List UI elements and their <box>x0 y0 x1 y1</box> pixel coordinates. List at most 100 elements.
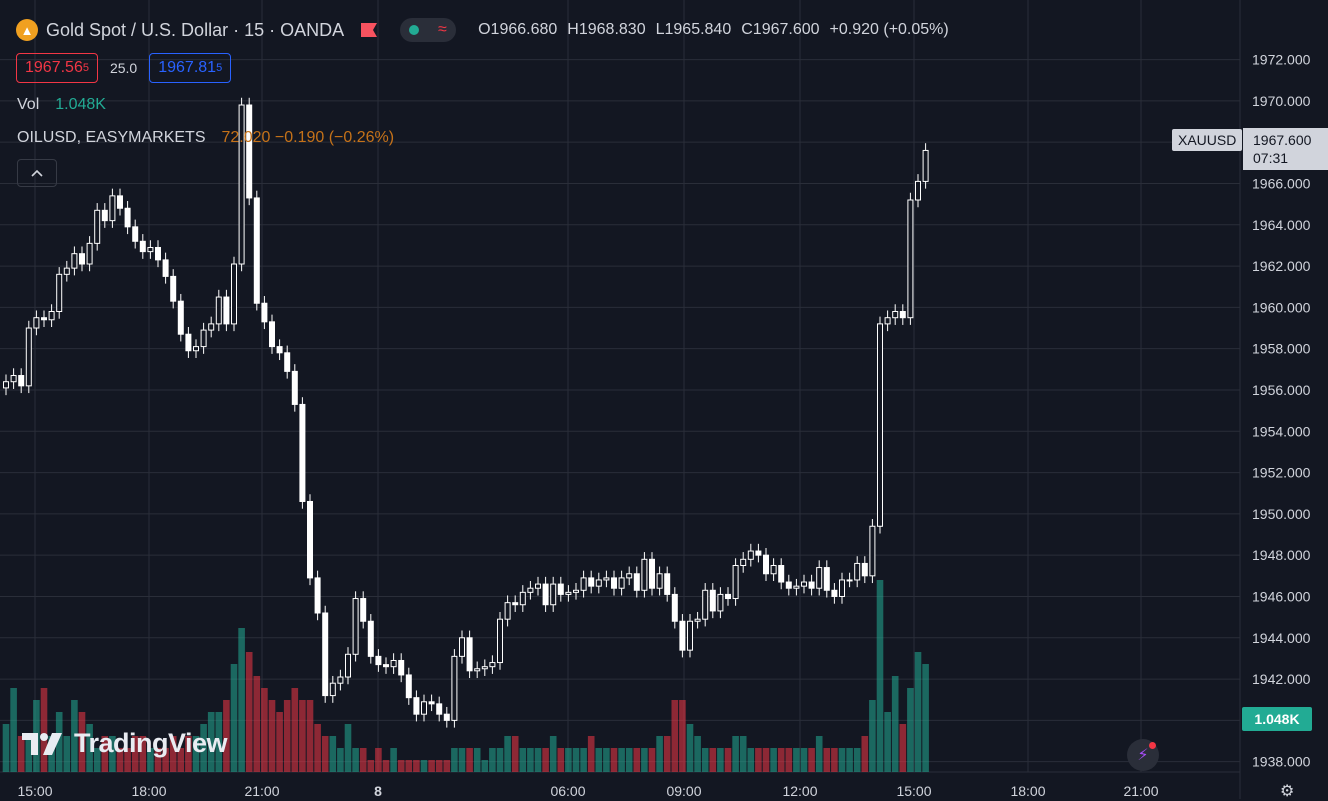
compare-legend[interactable]: OILUSD, EASYMARKETS 72.020 −0.190 (−0.26%… <box>17 129 394 147</box>
candle-body <box>284 352 291 372</box>
candle-body <box>405 674 412 699</box>
volume-bar <box>200 724 207 772</box>
price-tick-label: 1950.000 <box>1252 506 1311 522</box>
candle-body <box>337 676 344 684</box>
candle-body <box>801 581 807 587</box>
volume-bar <box>215 712 223 772</box>
sell-button[interactable]: 1967.56 5 <box>16 53 98 83</box>
candle-body <box>717 593 724 612</box>
market-status[interactable]: ≈ <box>400 18 457 42</box>
candle-body <box>147 246 154 253</box>
time-axis[interactable]: 15:00 18:00 21:00 8 06:00 09:00 12:00 15:00 18:0… <box>17 783 1158 799</box>
candle-body <box>808 581 815 589</box>
volume-bar <box>86 724 93 772</box>
volume-bar <box>656 736 663 772</box>
volume-bar <box>618 748 625 772</box>
volume-bar <box>580 748 587 772</box>
price-tick-label: 1944.000 <box>1252 630 1311 646</box>
volume-bar <box>261 688 268 772</box>
candle-body <box>170 275 177 302</box>
buy-button[interactable]: 1967.81 5 <box>149 53 232 83</box>
volume-bar <box>694 736 701 772</box>
candle-body <box>861 562 868 577</box>
candle-body <box>846 579 853 582</box>
volume-bar <box>71 700 78 772</box>
volume-bar <box>443 760 451 772</box>
volume-bar <box>587 736 595 772</box>
flag-icon[interactable] <box>360 22 378 38</box>
candle-body <box>793 585 800 589</box>
settings-gear-icon[interactable]: ⚙ <box>1280 783 1295 800</box>
price-tick-label: 1972.000 <box>1252 52 1311 68</box>
volume-bar <box>549 736 557 772</box>
volume-bar <box>891 676 899 772</box>
spread-value: 25.0 <box>109 60 138 76</box>
volume-bar <box>230 664 238 772</box>
chevron-up-icon <box>31 169 43 177</box>
buy-price-sup: 5 <box>216 62 223 74</box>
volume-bar <box>853 748 861 772</box>
price-tick-label: 1960.000 <box>1252 299 1311 315</box>
candle-body <box>436 703 443 715</box>
candle-body <box>177 300 184 335</box>
time-tick-label: 09:00 <box>666 783 701 799</box>
candle-body <box>375 655 382 666</box>
candle-body <box>565 591 572 595</box>
candle-body <box>573 589 579 593</box>
candle-body <box>86 242 93 265</box>
candle-body <box>588 577 595 587</box>
candle-body <box>481 666 488 670</box>
lightning-button[interactable]: ⚡ <box>1127 739 1159 771</box>
volume-bar <box>466 748 473 772</box>
candle-body <box>869 525 876 577</box>
candle-body <box>512 602 519 606</box>
candle-body <box>155 246 161 261</box>
candle-body <box>360 598 367 622</box>
symbol-title[interactable]: Gold Spot / U.S. Dollar · 15 · OANDA <box>46 19 345 40</box>
candle-body <box>899 311 906 319</box>
volume-bar <box>800 748 808 772</box>
volume-bar <box>846 748 853 772</box>
volume-bar <box>291 688 299 772</box>
volume-bar <box>268 700 276 772</box>
candle-body <box>740 558 747 566</box>
volume-bar <box>177 748 185 772</box>
volume-bar <box>572 748 580 772</box>
notification-dot-icon <box>1149 742 1156 749</box>
volume-legend[interactable]: Vol 1.048K <box>17 96 106 114</box>
volume-bar <box>777 748 785 772</box>
candle-body <box>200 329 207 348</box>
volume-bar <box>899 724 907 772</box>
price-axis[interactable]: 1972.0001970.0001968.0001966.0001964.000… <box>1252 52 1311 770</box>
candle-body <box>79 253 85 265</box>
symbol-legend[interactable]: ▲ Gold Spot / U.S. Dollar · 15 · OANDA ≈… <box>16 18 949 42</box>
price-tick-label: 1956.000 <box>1252 382 1311 398</box>
volume-bar <box>223 700 230 772</box>
candle-body <box>922 149 929 182</box>
candle-body <box>504 602 511 620</box>
candle-body <box>33 317 40 329</box>
volume-bar <box>823 748 831 772</box>
candle-body <box>626 573 633 579</box>
volume-bar <box>428 760 435 772</box>
candle-body <box>474 668 481 672</box>
volume-bar <box>169 736 177 772</box>
candlesticks <box>3 97 929 728</box>
candle-body <box>839 579 845 597</box>
volume-bar <box>808 748 815 772</box>
volume-bar <box>147 748 154 772</box>
volume-value: 1.048K <box>55 96 106 113</box>
gold-coins-icon: ▲ <box>16 19 38 41</box>
volume-bar <box>884 712 891 772</box>
candle-body <box>694 618 701 622</box>
candle-body <box>352 598 359 655</box>
volume-bar <box>701 748 709 772</box>
tradingview-logo[interactable]: TradingView <box>22 728 228 759</box>
candle-body <box>747 550 754 560</box>
collapse-legend-button[interactable] <box>17 159 57 187</box>
candle-body <box>854 562 861 581</box>
volume-bar <box>78 712 86 772</box>
price-tick-label: 1970.000 <box>1252 93 1311 109</box>
candle-body <box>732 565 739 600</box>
